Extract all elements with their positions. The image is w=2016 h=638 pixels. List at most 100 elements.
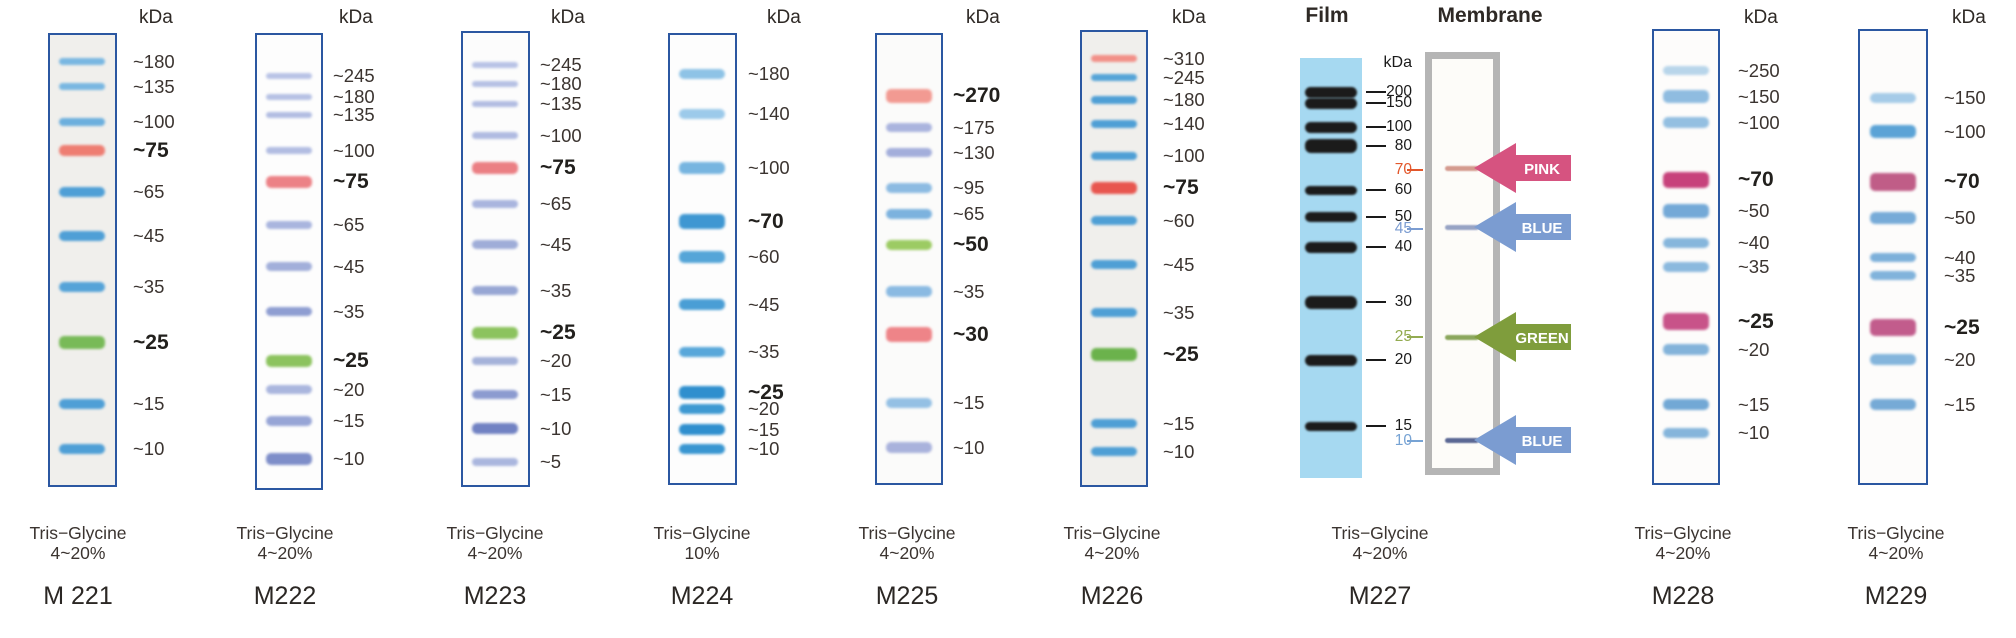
band-label-100: ~100	[333, 140, 375, 161]
band-label-245: ~245	[1163, 67, 1205, 88]
lane-id-m228: M228	[1651, 582, 1715, 610]
gel-band-25	[265, 354, 312, 367]
band-label-15: ~15	[1944, 394, 1976, 415]
gel-band-15	[1090, 419, 1137, 428]
gel-band-150	[1662, 90, 1709, 103]
gel-band-25	[1662, 313, 1709, 330]
band-label-25: ~25	[1944, 316, 1980, 339]
band-label-70: ~70	[1738, 168, 1774, 191]
gel-lane-m225	[875, 33, 943, 485]
gel-band-75	[59, 145, 105, 156]
film-band-80	[1305, 139, 1357, 153]
band-label-65: ~65	[953, 203, 985, 224]
gel-band-250	[1662, 66, 1709, 75]
lane-gel-type: Tris−Glycine	[236, 523, 334, 543]
gel-band-50	[885, 239, 932, 250]
lane-gel-percent: 10%	[684, 543, 720, 563]
lane-gel-type: Tris−Glycine	[1634, 523, 1732, 543]
band-label-10: ~10	[540, 418, 572, 439]
gel-band-15	[265, 415, 312, 426]
band-label-245: ~245	[333, 65, 375, 86]
film-label-25: 25	[1394, 328, 1412, 345]
gel-band-60	[1090, 216, 1137, 225]
film-tick	[1366, 189, 1386, 191]
gel-band-45	[679, 299, 725, 310]
lane-id-m229: M229	[1864, 582, 1928, 610]
arrow-label: GREEN	[1515, 330, 1568, 347]
gel-band-100	[265, 147, 312, 154]
lane-gel-percent: 4~20%	[50, 543, 106, 563]
band-label-135: ~135	[133, 76, 175, 97]
band-label-75: ~75	[1163, 176, 1199, 199]
gel-band-35	[472, 286, 518, 295]
band-label-100: ~100	[133, 111, 175, 132]
gel-band-70	[1662, 171, 1709, 188]
gel-band-15	[679, 424, 725, 435]
gel-band-20	[265, 385, 312, 394]
gel-band-65	[472, 199, 518, 208]
band-label-140: ~140	[1163, 113, 1205, 134]
band-label-25: ~25	[333, 349, 369, 372]
gel-lane-m226	[1080, 30, 1148, 487]
membrane-tick-70	[1407, 169, 1423, 171]
gel-band-175	[885, 123, 932, 132]
band-label-15: ~15	[1163, 413, 1195, 434]
band-label-95: ~95	[953, 177, 985, 198]
arrow-label: BLUE	[1522, 433, 1563, 450]
film-label-60: 60	[1394, 181, 1412, 198]
band-label-25: ~25	[540, 321, 576, 344]
film-label-80: 80	[1394, 137, 1412, 154]
membrane-band-45	[1445, 224, 1479, 230]
film-tick	[1366, 145, 1386, 147]
band-label-25: ~25	[1738, 310, 1774, 333]
gel-band-180	[59, 58, 105, 65]
gel-band-45	[265, 262, 312, 271]
gel-band-45	[59, 230, 105, 241]
film-label-50: 50	[1394, 208, 1412, 225]
band-label-250: ~250	[1738, 60, 1780, 81]
band-label-100: ~100	[540, 125, 582, 146]
gel-lane-m229	[1858, 29, 1928, 485]
band-label-10: ~10	[1163, 441, 1195, 462]
band-label-45: ~45	[133, 225, 165, 246]
lane-id-m227: M227	[1348, 582, 1412, 610]
film-band-50	[1305, 212, 1357, 222]
gel-band-20	[472, 356, 518, 365]
gel-band-35	[1869, 271, 1916, 280]
band-label-135: ~135	[540, 93, 582, 114]
band-label-180: ~180	[540, 73, 582, 94]
band-label-180: ~180	[748, 63, 790, 84]
band-label-40: ~40	[1944, 247, 1976, 268]
lane-gel-type: Tris−Glycine	[858, 523, 956, 543]
gel-band-15	[1869, 399, 1916, 410]
film-tick	[1366, 102, 1386, 104]
lane-id-m221: M 221	[43, 582, 113, 610]
kda-unit-header: kDa	[139, 7, 173, 28]
kda-unit-header: kDa	[339, 7, 373, 28]
film-tick	[1366, 246, 1386, 248]
color-arrow-blue-1: BLUE	[1474, 202, 1571, 252]
lane-gel-percent: 4~20%	[1655, 543, 1711, 563]
gel-band-140	[1090, 119, 1137, 128]
gel-band-35	[885, 286, 932, 297]
lane-gel-type: Tris−Glycine	[653, 523, 751, 543]
gel-band-25	[679, 386, 725, 399]
color-arrow-green-2: GREEN	[1474, 312, 1571, 362]
band-label-40: ~40	[1738, 232, 1770, 253]
band-label-65: ~65	[540, 193, 572, 214]
lane-gel-percent: 4~20%	[1352, 543, 1408, 563]
gel-band-20	[1869, 354, 1916, 365]
film-label-30: 30	[1394, 293, 1412, 310]
film-band-15	[1305, 421, 1357, 431]
band-label-100: ~100	[748, 157, 790, 178]
band-label-35: ~35	[540, 280, 572, 301]
gel-band-95	[885, 182, 932, 193]
gel-band-15	[1662, 399, 1709, 410]
band-label-60: ~60	[748, 246, 780, 267]
lane-gel-percent: 4~20%	[257, 543, 313, 563]
band-label-35: ~35	[953, 281, 985, 302]
band-label-20: ~20	[1738, 339, 1770, 360]
gel-band-180	[265, 93, 312, 100]
band-label-50: ~50	[953, 233, 989, 256]
